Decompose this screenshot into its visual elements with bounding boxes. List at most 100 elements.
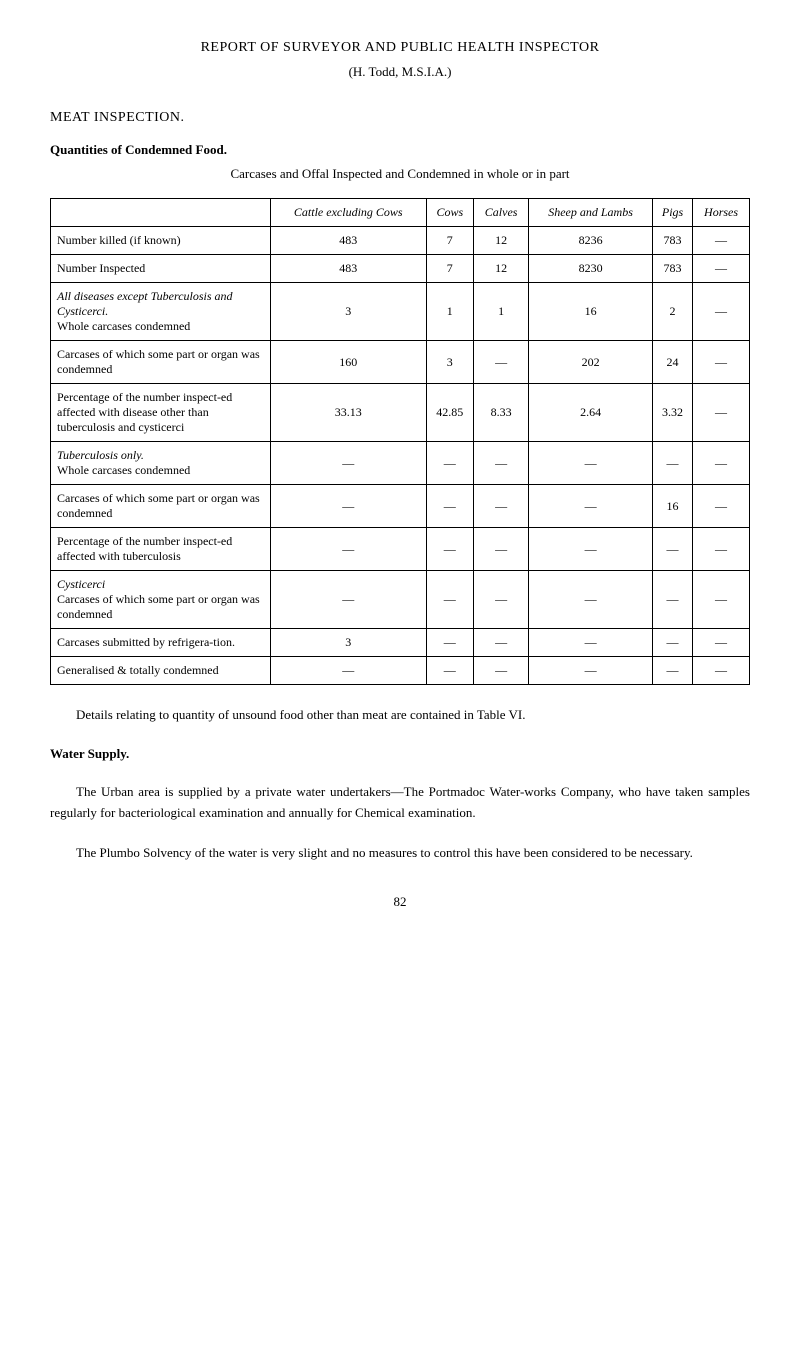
row-label: Generalised & totally condemned [51, 657, 271, 685]
row-label: Number killed (if known) [51, 227, 271, 255]
table-cell: — [693, 528, 750, 571]
details-paragraph: Details relating to quantity of unsound … [50, 705, 750, 726]
table-row: Carcases submitted by refrigera-tion.3——… [51, 629, 750, 657]
row-label: Percentage of the number inspect-ed affe… [51, 528, 271, 571]
col-cows: Cows [426, 199, 474, 227]
table-cell: — [271, 485, 427, 528]
table-cell: — [426, 657, 474, 685]
page-number: 82 [50, 894, 750, 910]
table-cell: — [271, 528, 427, 571]
table-cell: 16 [529, 283, 653, 341]
table-cell: 2 [652, 283, 692, 341]
table-cell: 3 [271, 283, 427, 341]
table-cell: — [474, 485, 529, 528]
table-cell: 16 [652, 485, 692, 528]
table-cell: 12 [474, 227, 529, 255]
table-cell: 8230 [529, 255, 653, 283]
water-supply-heading: Water Supply. [50, 746, 750, 762]
table-cell: — [474, 442, 529, 485]
row-label: Carcases of which some part or organ was… [51, 341, 271, 384]
table-cell: — [693, 629, 750, 657]
table-cell: — [652, 442, 692, 485]
table-cell: 8.33 [474, 384, 529, 442]
table-cell: — [693, 657, 750, 685]
table-cell: — [271, 571, 427, 629]
table-row: Tuberculosis only.Whole carcases condemn… [51, 442, 750, 485]
table-row: Carcases of which some part or organ was… [51, 341, 750, 384]
table-cell: 24 [652, 341, 692, 384]
table-cell: — [474, 657, 529, 685]
row-label: Number Inspected [51, 255, 271, 283]
col-pigs: Pigs [652, 199, 692, 227]
water-supply-para1: The Urban area is supplied by a private … [50, 782, 750, 824]
table-cell: — [426, 528, 474, 571]
table-cell: 3.32 [652, 384, 692, 442]
table-cell: 483 [271, 227, 427, 255]
table-cell: 2.64 [529, 384, 653, 442]
row-label: All diseases except Tuberculosis and Cys… [51, 283, 271, 341]
table-cell: — [652, 571, 692, 629]
table-cell: — [474, 528, 529, 571]
row-label: Carcases of which some part or organ was… [51, 485, 271, 528]
col-horses: Horses [693, 199, 750, 227]
table-cell: — [474, 571, 529, 629]
inspection-table: Cattle excluding Cows Cows Calves Sheep … [50, 198, 750, 685]
table-cell: 483 [271, 255, 427, 283]
table-row: Percentage of the number inspect-ed affe… [51, 528, 750, 571]
table-cell: — [474, 629, 529, 657]
col-empty [51, 199, 271, 227]
table-row: CysticerciCarcases of which some part or… [51, 571, 750, 629]
col-cattle: Cattle excluding Cows [271, 199, 427, 227]
row-label: CysticerciCarcases of which some part or… [51, 571, 271, 629]
table-cell: — [529, 657, 653, 685]
table-cell: — [529, 442, 653, 485]
table-header-row: Cattle excluding Cows Cows Calves Sheep … [51, 199, 750, 227]
table-cell: — [426, 442, 474, 485]
table-cell: — [271, 442, 427, 485]
table-cell: — [652, 629, 692, 657]
table-cell: 783 [652, 227, 692, 255]
table-cell: 1 [426, 283, 474, 341]
table-cell: 8236 [529, 227, 653, 255]
col-sheep: Sheep and Lambs [529, 199, 653, 227]
table-cell: — [652, 657, 692, 685]
table-cell: — [474, 341, 529, 384]
table-cell: — [693, 283, 750, 341]
table-cell: 783 [652, 255, 692, 283]
table-caption: Carcases and Offal Inspected and Condemn… [50, 166, 750, 182]
table-cell: 160 [271, 341, 427, 384]
table-cell: 12 [474, 255, 529, 283]
table-row: Generalised & totally condemned—————— [51, 657, 750, 685]
water-supply-para2: The Plumbo Solvency of the water is very… [50, 843, 750, 864]
table-cell: 7 [426, 227, 474, 255]
table-row: Carcases of which some part or organ was… [51, 485, 750, 528]
table-cell: — [693, 227, 750, 255]
table-cell: — [693, 384, 750, 442]
table-row: All diseases except Tuberculosis and Cys… [51, 283, 750, 341]
row-label: Percentage of the number inspect-ed affe… [51, 384, 271, 442]
table-cell: — [426, 571, 474, 629]
meat-inspection-heading: MEAT INSPECTION. [50, 110, 750, 126]
report-title: REPORT OF SURVEYOR AND PUBLIC HEALTH INS… [50, 40, 750, 56]
table-cell: 33.13 [271, 384, 427, 442]
table-cell: 202 [529, 341, 653, 384]
table-cell: — [426, 485, 474, 528]
table-cell: — [529, 571, 653, 629]
table-cell: — [652, 528, 692, 571]
table-cell: 3 [271, 629, 427, 657]
row-label: Carcases submitted by refrigera-tion. [51, 629, 271, 657]
row-label: Tuberculosis only.Whole carcases condemn… [51, 442, 271, 485]
table-row: Number Inspected4837128230783— [51, 255, 750, 283]
table-cell: — [693, 571, 750, 629]
table-cell: — [693, 255, 750, 283]
table-cell: 3 [426, 341, 474, 384]
table-cell: — [529, 485, 653, 528]
table-cell: — [271, 657, 427, 685]
report-subtitle: (H. Todd, M.S.I.A.) [50, 64, 750, 80]
table-cell: — [693, 442, 750, 485]
table-cell: — [529, 528, 653, 571]
table-cell: — [426, 629, 474, 657]
table-cell: — [529, 629, 653, 657]
table-row: Percentage of the number inspect-ed affe… [51, 384, 750, 442]
table-cell: — [693, 485, 750, 528]
